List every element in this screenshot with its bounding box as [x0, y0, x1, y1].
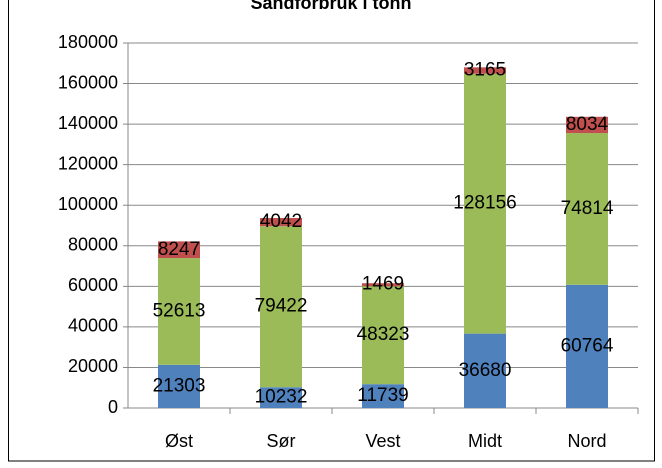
data-label: 48323 — [357, 324, 410, 345]
bar-segment — [566, 133, 608, 285]
data-label: 11739 — [357, 385, 408, 406]
data-label: 1469 — [362, 274, 404, 295]
bar-segment — [158, 364, 200, 408]
chart-title: Sandforbruk i tonn — [251, 0, 412, 13]
x-tick-label: Sør — [267, 431, 296, 451]
bar-segment — [158, 241, 200, 259]
bar-segment — [158, 258, 200, 365]
bar-segment — [362, 283, 404, 287]
bar-segment — [566, 116, 608, 134]
data-label: 10232 — [255, 387, 308, 408]
bar-segment — [464, 67, 506, 74]
y-tick-label: 40000 — [68, 316, 118, 336]
data-label: 74814 — [561, 198, 614, 219]
y-tick-label: 120000 — [58, 153, 118, 173]
bar-segment — [464, 333, 506, 408]
y-tick-label: 160000 — [58, 72, 118, 92]
bar-segment — [260, 387, 302, 408]
x-tick-label: Nord — [567, 431, 606, 451]
y-tick-label: 20000 — [68, 356, 118, 376]
data-label: 3165 — [464, 60, 506, 81]
data-label: 4042 — [260, 211, 302, 232]
bar-segment — [362, 384, 404, 408]
y-tick-label: 140000 — [58, 113, 118, 133]
data-label: 8034 — [566, 114, 609, 135]
data-label: 21303 — [153, 375, 206, 396]
x-tick-label: Midt — [468, 431, 502, 451]
bar-segment — [260, 218, 302, 227]
bar-segment — [566, 284, 608, 408]
chart-frame — [8, 0, 655, 462]
data-label: 60764 — [561, 335, 614, 356]
x-tick-label: Øst — [165, 431, 193, 451]
y-tick-label: 180000 — [58, 32, 118, 52]
bar-segment — [362, 286, 404, 385]
data-label: 128156 — [453, 193, 516, 214]
data-label: 8247 — [158, 239, 200, 260]
data-label: 79422 — [255, 296, 308, 317]
y-tick-label: 60000 — [68, 275, 118, 295]
y-tick-label: 0 — [108, 397, 118, 417]
bar-segment — [260, 226, 302, 388]
x-tick-label: Vest — [365, 431, 400, 451]
data-label: 52613 — [153, 300, 206, 321]
bar-segment — [464, 73, 506, 334]
data-label: 36680 — [459, 360, 512, 381]
y-tick-label: 80000 — [68, 235, 118, 255]
y-tick-label: 100000 — [58, 194, 118, 214]
